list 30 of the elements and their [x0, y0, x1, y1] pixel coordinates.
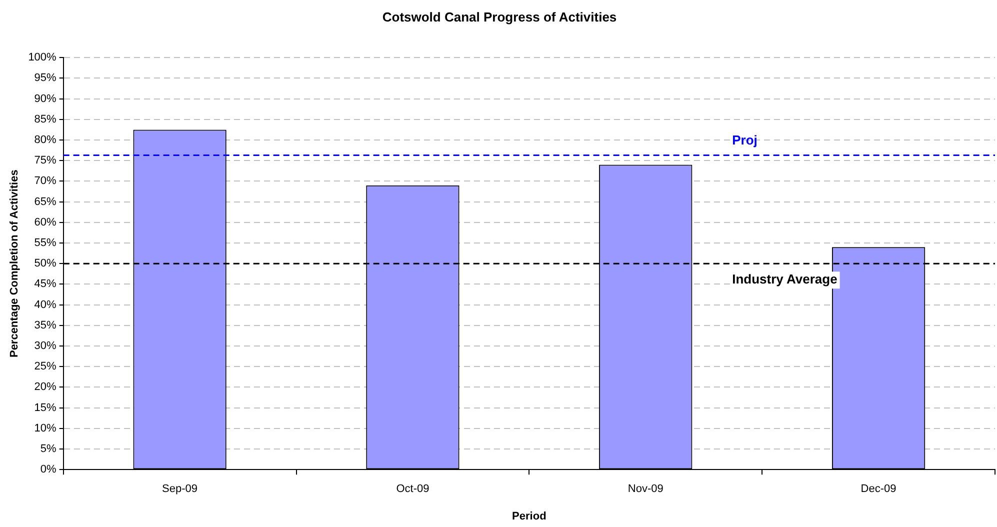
y-tick-label: 85% [34, 113, 57, 126]
y-tick-label: 40% [34, 298, 57, 311]
y-tick-label: 5% [40, 443, 57, 456]
y-tick-label: 50% [34, 258, 57, 270]
y-tick-label: 20% [34, 381, 57, 394]
y-tick-label: 95% [34, 72, 57, 84]
y-tick-label: 60% [34, 216, 57, 228]
y-tick-label: 65% [34, 196, 57, 208]
y-tick-label: 100% [28, 52, 57, 64]
y-tick-label: 25% [34, 360, 57, 373]
x-tick-label: Sep-09 [162, 483, 198, 496]
x-tick-label: Oct-09 [396, 483, 430, 496]
x-tick-label: Dec-09 [860, 483, 896, 496]
y-tick-label: 10% [34, 422, 57, 434]
y-tick-label: 0% [40, 464, 57, 476]
y-tick-label: 45% [34, 278, 57, 290]
x-axis-title: Period [512, 510, 546, 522]
x-tick-label: Nov-09 [628, 483, 664, 496]
ref-line-label: Industry Average [732, 272, 838, 287]
y-axis-title: Percentage Completion of Activities [8, 170, 21, 358]
chart-title: Cotswold Canal Progress of Activities [382, 9, 617, 24]
y-tick-label: 35% [34, 319, 57, 332]
y-tick-label: 70% [34, 175, 57, 188]
ref-line-label: Proj [732, 132, 758, 148]
y-tick-label: 55% [34, 237, 57, 250]
y-tick-label: 15% [34, 402, 57, 414]
y-tick-label: 30% [34, 340, 57, 352]
y-tick-label: 80% [34, 134, 57, 146]
y-tick-label: 90% [34, 92, 57, 105]
y-tick-label: 75% [34, 154, 57, 167]
